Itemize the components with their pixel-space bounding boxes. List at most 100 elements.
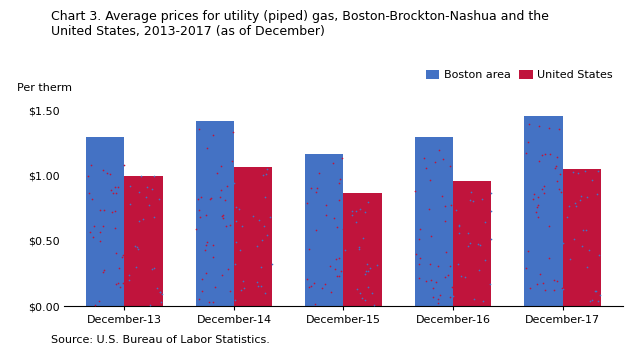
Point xyxy=(555,189,566,195)
Point xyxy=(410,251,421,256)
Point xyxy=(569,236,580,242)
Point xyxy=(261,171,271,177)
Point xyxy=(83,174,93,179)
Point xyxy=(432,300,442,306)
Point xyxy=(413,237,424,242)
Point xyxy=(555,171,565,177)
Point xyxy=(466,190,476,195)
Bar xyxy=(234,167,272,306)
Point xyxy=(426,277,436,283)
Point xyxy=(225,222,236,228)
Point xyxy=(532,204,542,209)
Point xyxy=(259,223,269,229)
Point xyxy=(98,167,108,173)
Point xyxy=(306,283,317,289)
Point xyxy=(149,214,159,220)
Point xyxy=(147,267,157,272)
Point xyxy=(336,268,346,274)
Point xyxy=(428,294,438,300)
Point xyxy=(152,285,162,290)
Point xyxy=(340,247,350,253)
Point xyxy=(424,207,434,212)
Point xyxy=(257,172,268,178)
Point xyxy=(437,193,447,198)
Point xyxy=(130,244,140,249)
Point xyxy=(578,228,588,233)
Point xyxy=(110,282,121,287)
Point xyxy=(201,242,211,247)
Point xyxy=(591,288,601,294)
Point xyxy=(360,297,370,303)
Point xyxy=(440,203,450,209)
Point xyxy=(218,212,229,218)
Point xyxy=(592,191,602,196)
Point xyxy=(110,185,121,190)
Point xyxy=(595,292,605,298)
Point xyxy=(535,271,545,276)
Point xyxy=(537,152,547,158)
Point xyxy=(473,242,483,247)
Point xyxy=(446,203,456,208)
Point xyxy=(332,274,342,279)
Point xyxy=(202,145,212,150)
Point xyxy=(223,266,234,271)
Point xyxy=(351,219,361,225)
Point xyxy=(475,242,485,248)
Point xyxy=(532,281,542,287)
Point xyxy=(530,210,541,215)
Point xyxy=(248,213,259,218)
Point xyxy=(83,191,94,196)
Point xyxy=(329,215,339,220)
Point xyxy=(234,206,244,211)
Point xyxy=(108,190,118,195)
Point xyxy=(141,194,151,200)
Point xyxy=(334,181,345,186)
Point xyxy=(208,299,218,305)
Point xyxy=(231,239,241,245)
Point xyxy=(523,140,533,145)
Point xyxy=(534,158,544,164)
Point xyxy=(410,188,421,193)
Point xyxy=(210,284,220,290)
Point xyxy=(460,274,470,280)
Point xyxy=(525,285,535,291)
Point xyxy=(545,151,555,157)
Point xyxy=(361,268,371,273)
Point xyxy=(486,236,496,242)
Point xyxy=(363,199,373,205)
Point xyxy=(235,247,245,253)
Point xyxy=(553,187,564,192)
Point xyxy=(355,206,365,212)
Point xyxy=(309,280,319,286)
Point xyxy=(590,288,600,293)
Point xyxy=(414,261,424,267)
Point xyxy=(551,178,562,184)
Point xyxy=(304,285,315,290)
Point xyxy=(155,289,166,295)
Point xyxy=(197,288,207,293)
Point xyxy=(214,194,225,199)
Point xyxy=(573,171,583,176)
Point xyxy=(539,287,550,292)
Point xyxy=(216,187,226,193)
Point xyxy=(539,190,549,196)
Bar xyxy=(562,169,601,306)
Point xyxy=(99,267,109,272)
Point xyxy=(431,279,441,285)
Point xyxy=(89,223,99,229)
Point xyxy=(360,271,370,277)
Point xyxy=(321,203,331,208)
Point xyxy=(132,244,143,250)
Point xyxy=(221,183,232,189)
Point xyxy=(413,275,424,281)
Point xyxy=(144,202,154,208)
Point xyxy=(194,296,204,301)
Point xyxy=(320,282,330,287)
Point xyxy=(212,170,222,176)
Point xyxy=(194,126,204,132)
Point xyxy=(142,185,152,190)
Point xyxy=(265,215,275,220)
Point xyxy=(259,291,270,296)
Point xyxy=(87,196,97,201)
Point xyxy=(261,167,272,172)
